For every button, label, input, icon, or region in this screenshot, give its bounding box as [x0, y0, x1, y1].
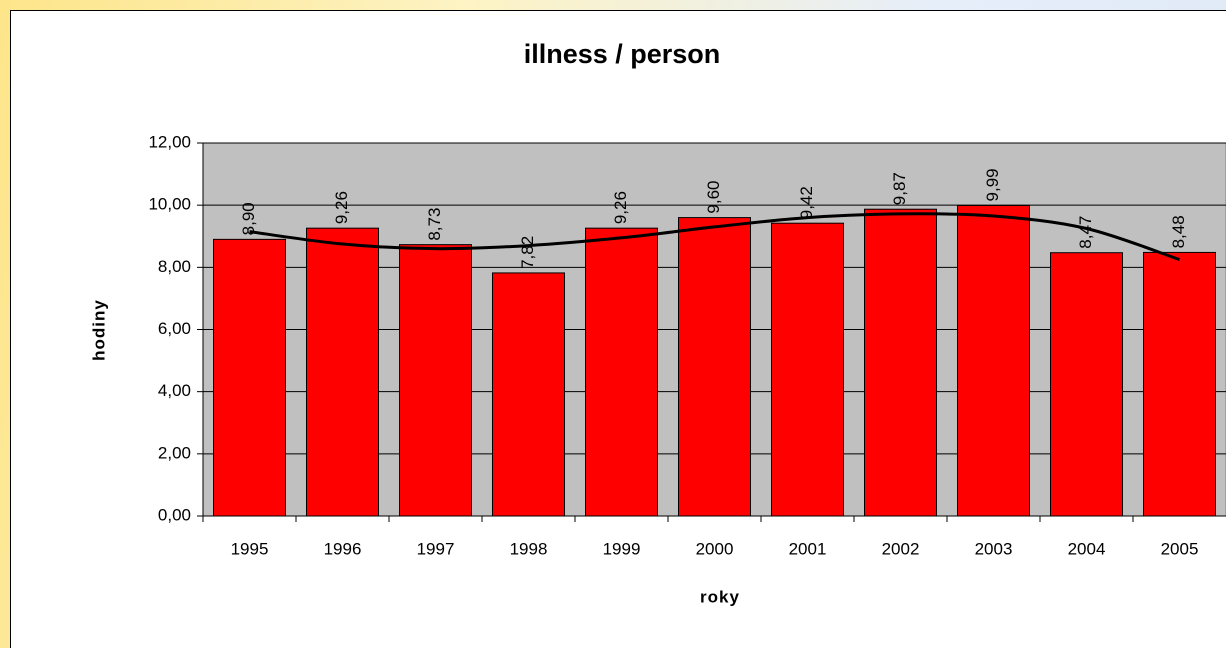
x-tick-label: 2002 — [882, 539, 920, 558]
bar — [678, 217, 751, 517]
y-tick-label: 4,00 — [158, 381, 191, 400]
x-tick-label: 2004 — [1068, 539, 1106, 558]
bar — [957, 204, 1030, 517]
x-tick-label: 2000 — [696, 539, 734, 558]
value-label: 8,48 — [1169, 215, 1188, 248]
bar — [213, 238, 286, 517]
x-tick-label: 2005 — [1161, 539, 1199, 558]
value-label: 9,26 — [611, 191, 630, 224]
bar — [771, 222, 844, 517]
value-label: 8,47 — [1076, 216, 1095, 249]
value-label: 9,26 — [332, 191, 351, 224]
y-tick-label: 8,00 — [158, 257, 191, 276]
y-tick-label: 10,00 — [148, 195, 191, 214]
x-tick-label: 1999 — [603, 539, 641, 558]
bar — [306, 227, 379, 517]
y-tick-label: 12,00 — [148, 132, 191, 151]
y-tick-label: 0,00 — [158, 505, 191, 524]
y-axis-label: hodiny — [89, 299, 108, 361]
value-label: 9,60 — [704, 181, 723, 214]
bar — [1050, 252, 1123, 517]
x-tick-label: 1996 — [324, 539, 362, 558]
bar — [864, 208, 937, 517]
y-tick-label: 6,00 — [158, 319, 191, 338]
trend-line — [249, 212, 1180, 261]
bar — [399, 244, 472, 517]
x-tick-label: 1997 — [417, 539, 455, 558]
x-axis-label: roky — [700, 587, 740, 606]
bar — [585, 227, 658, 517]
value-label: 9,87 — [890, 172, 909, 205]
x-tick-label: 2003 — [975, 539, 1013, 558]
x-tick-label: 1998 — [510, 539, 548, 558]
bar — [1143, 251, 1216, 517]
value-label: 8,90 — [239, 202, 258, 235]
value-label: 8,73 — [425, 208, 444, 241]
y-tick-label: 2,00 — [158, 443, 191, 462]
value-label: 7,82 — [518, 236, 537, 269]
bar — [492, 272, 565, 517]
x-tick-label: 1995 — [231, 539, 269, 558]
chart-title: illness / person — [524, 39, 721, 69]
x-tick-label: 2001 — [789, 539, 827, 558]
value-label: 9,42 — [797, 186, 816, 219]
value-label: 9,99 — [983, 168, 1002, 201]
